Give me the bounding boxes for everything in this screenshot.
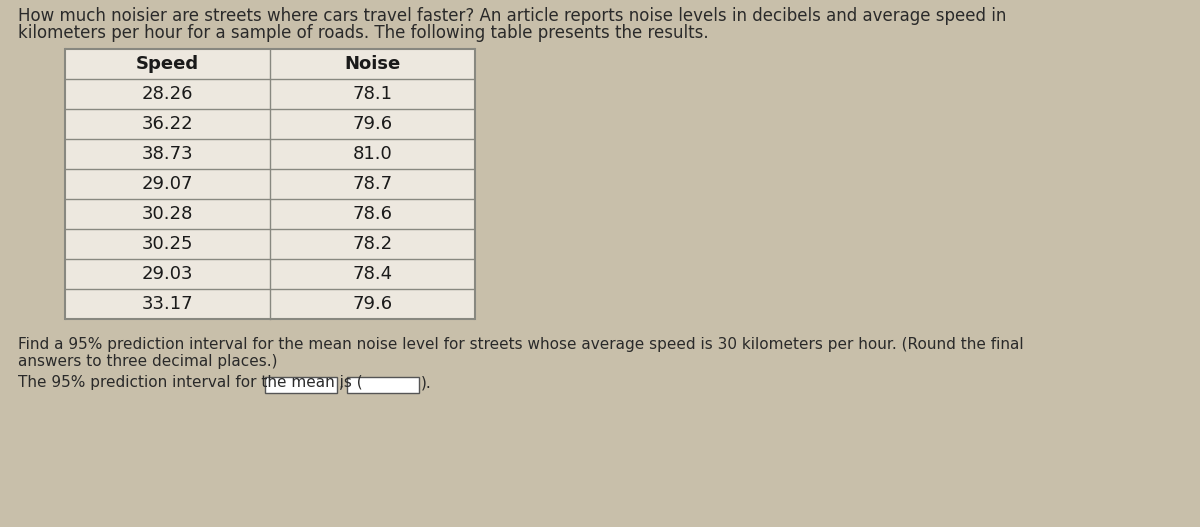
Text: 78.7: 78.7 [353, 175, 392, 193]
Text: How much noisier are streets where cars travel faster? An article reports noise : How much noisier are streets where cars … [18, 7, 1007, 25]
Text: The 95% prediction interval for the mean is (: The 95% prediction interval for the mean… [18, 375, 362, 390]
Text: 78.4: 78.4 [353, 265, 392, 283]
Text: 30.25: 30.25 [142, 235, 193, 253]
Text: answers to three decimal places.): answers to three decimal places.) [18, 354, 277, 369]
Bar [347, 377, 419, 393]
Text: 79.6: 79.6 [353, 115, 392, 133]
Text: 79.6: 79.6 [353, 295, 392, 313]
Text: Speed: Speed [136, 55, 199, 73]
Text: ).: ). [421, 376, 432, 391]
Text: 33.17: 33.17 [142, 295, 193, 313]
Text: 78.6: 78.6 [353, 205, 392, 223]
Text: 81.0: 81.0 [353, 145, 392, 163]
Text: 38.73: 38.73 [142, 145, 193, 163]
Text: ,: , [340, 376, 344, 391]
Text: 29.07: 29.07 [142, 175, 193, 193]
Text: 28.26: 28.26 [142, 85, 193, 103]
Bar [265, 377, 337, 393]
Text: kilometers per hour for a sample of roads. The following table presents the resu: kilometers per hour for a sample of road… [18, 24, 709, 42]
Text: 78.1: 78.1 [353, 85, 392, 103]
Text: 29.03: 29.03 [142, 265, 193, 283]
Text: 30.28: 30.28 [142, 205, 193, 223]
Text: Noise: Noise [344, 55, 401, 73]
Bar [65, 49, 475, 319]
Text: 36.22: 36.22 [142, 115, 193, 133]
Text: 78.2: 78.2 [353, 235, 392, 253]
Text: Find a 95% prediction interval for the mean noise level for streets whose averag: Find a 95% prediction interval for the m… [18, 337, 1024, 352]
